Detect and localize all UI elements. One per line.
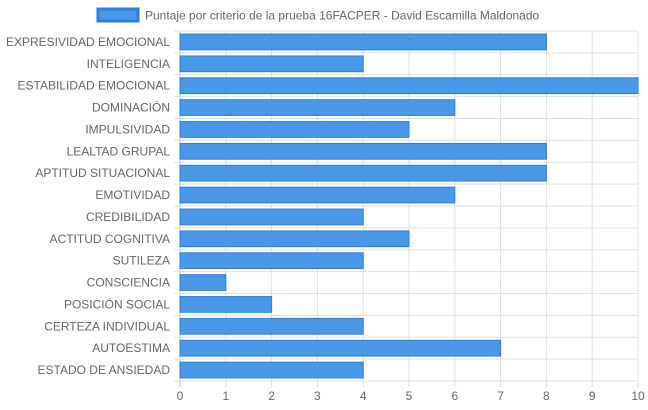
category-label: EXPRESIVIDAD EMOCIONAL [6,35,170,49]
category-label: POSICIÓN SOCIAL [64,296,170,311]
legend-swatch[interactable] [96,7,140,23]
bar[interactable] [179,186,456,204]
category-label: CREDIBILIDAD [86,210,170,224]
category-label: SUTILEZA [113,254,170,268]
bar[interactable] [179,339,502,357]
category-labels: EXPRESIVIDAD EMOCIONAL INTELIGENCIA ESTABI… [6,35,170,377]
x-tick-label: 8 [543,389,550,403]
x-tick-label: 0 [177,389,184,403]
bar[interactable] [179,208,364,226]
bar[interactable] [179,121,410,138]
x-tick-labels: 0 1 2 3 4 5 6 7 8 9 10 [177,389,645,403]
bars [179,33,639,379]
category-label: IMPULSIVIDAD [85,122,170,136]
category-label: ESTABILIDAD EMOCIONAL [18,79,171,93]
x-tick-label: 9 [589,389,596,403]
bar[interactable] [179,142,547,160]
bar[interactable] [179,252,364,270]
category-label: CERTEZA INDIVIDUAL [44,319,170,333]
bar[interactable] [179,296,273,313]
category-label: INTELIGENCIA [87,57,170,71]
category-label: LEALTAD GRUPAL [67,144,171,158]
x-tick-label: 10 [631,389,645,403]
legend-label[interactable]: Puntaje por criterio de la prueba 16FACP… [145,9,540,23]
bar[interactable] [179,361,364,379]
x-tick-label: 3 [314,389,321,403]
x-tick-label: 5 [406,389,413,403]
legend[interactable]: Puntaje por criterio de la prueba 16FACP… [96,7,540,23]
category-label: AUTOESTIMA [92,341,170,355]
bar[interactable] [179,164,547,182]
category-label: ESTADO DE ANSIEDAD [38,363,171,377]
bar[interactable] [179,230,410,248]
x-tick-label: 1 [222,389,229,403]
x-tick-label: 4 [360,389,367,403]
x-tick-label: 6 [451,389,458,403]
category-label: ACTITUD COGNITIVA [50,232,170,246]
bar[interactable] [179,317,364,335]
bar[interactable] [179,77,639,95]
category-label: CONSCIENCIA [87,276,170,290]
bar[interactable] [179,274,227,291]
x-tick-label: 2 [268,389,275,403]
category-label: EMOTIVIDAD [95,188,170,202]
bar[interactable] [179,55,364,73]
bar[interactable] [179,33,547,51]
category-label: DOMINACIÓN [92,100,170,115]
category-label: APTITUD SITUACIONAL [35,166,170,180]
bar[interactable] [179,99,456,116]
x-tick-label: 7 [497,389,504,403]
